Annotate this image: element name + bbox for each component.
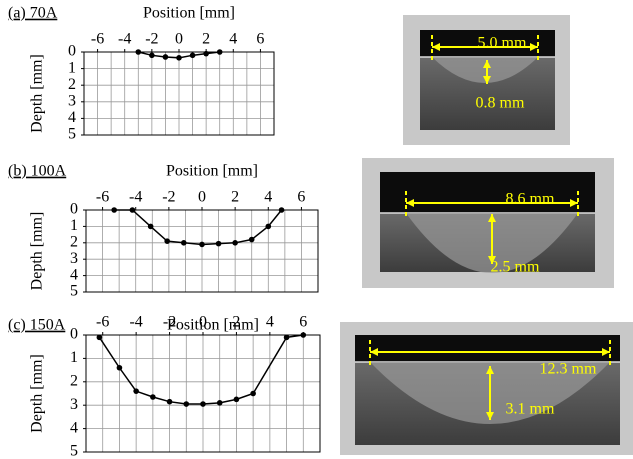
panel-title: (c) 150A [8,317,66,334]
x-axis-label: Position [mm] [166,163,258,180]
data-point [283,334,290,341]
x-tick-label: 4 [229,31,237,48]
y-tick-label: 0 [70,201,78,218]
data-point [133,388,139,394]
arrow [483,60,491,84]
x-tick-label: -4 [129,314,142,331]
data-point [248,236,255,243]
x-tick-label: 0 [199,314,207,331]
data-point [189,52,196,59]
panel-title: (a) 70A [8,5,58,22]
data-point [216,49,223,55]
x-tick-label: 0 [198,189,206,206]
y-tick-label: 2 [70,233,78,250]
width-label: 8.6 mm [506,191,555,208]
x-tick-label: -4 [118,31,131,48]
x-tick-label: -2 [145,31,158,48]
data-point [164,238,170,244]
data-point [129,207,136,213]
y-axis-label: Depth [mm] [29,354,46,433]
x-tick-label: -4 [129,189,142,206]
y-tick-label: 3 [70,396,78,413]
x-tick-label: 2 [202,31,210,48]
y-tick-label: 2 [70,372,78,389]
x-tick-label: -6 [96,189,109,206]
data-point [147,223,154,230]
y-tick-label: 5 [70,443,78,459]
width-label: 12.3 mm [540,361,597,378]
data-point [162,54,169,60]
y-tick-label: 1 [70,349,78,366]
x-tick-label: 2 [231,189,239,206]
y-tick-label: 0 [68,43,76,60]
data-point [233,396,240,403]
data-point [232,240,238,246]
weld-bead [432,57,538,83]
data-point [166,398,173,405]
y-tick-label: 3 [68,92,76,109]
data-point [265,223,272,230]
data-point [216,400,223,406]
x-tick-label: -6 [96,314,109,331]
y-tick-label: 1 [70,217,78,234]
x-tick-label: -2 [162,189,175,206]
y-tick-label: 3 [70,250,78,267]
depth-line [98,334,304,405]
y-axis-label: Depth [mm] [29,54,46,133]
y-tick-label: 4 [68,109,76,126]
data-point [183,401,190,407]
depth-label: 2.5 mm [491,259,540,276]
y-tick-label: 4 [70,419,78,436]
data-point [135,49,142,55]
data-point [200,401,206,407]
data-point [199,241,205,248]
x-tick-label: 2 [232,314,240,331]
y-tick-label: 4 [70,266,78,283]
x-tick-label: -2 [163,314,176,331]
data-point [116,364,123,371]
x-tick-label: 6 [299,314,307,331]
x-axis-label: Position [mm] [167,317,259,334]
data-point [300,332,307,338]
data-point [149,52,155,59]
data-point [180,240,187,246]
depth-label: 0.8 mm [476,95,525,112]
data-point [111,207,117,213]
y-tick-label: 1 [68,59,76,76]
y-tick-label: 2 [68,76,76,93]
x-tick-label: 6 [256,31,264,48]
depth-label: 3.1 mm [506,401,555,418]
y-axis-label: Depth [mm] [29,212,46,291]
data-point [150,394,156,400]
data-point [215,240,222,247]
width-label: 5.0 mm [478,35,527,52]
x-tick-label: -6 [91,31,104,48]
x-tick-label: 4 [264,189,272,206]
y-tick-label: 0 [70,326,78,343]
x-tick-label: 4 [266,314,274,331]
data-point [96,334,103,341]
data-point [278,207,285,213]
panel-title: (b) 100A [8,163,67,180]
y-tick-label: 5 [68,126,76,143]
data-point [250,390,256,397]
x-tick-label: 0 [175,31,183,48]
x-tick-label: 6 [297,189,305,206]
data-point [176,55,182,61]
x-axis-label: Position [mm] [143,5,235,22]
data-point [203,50,209,57]
depth-line [114,209,283,246]
y-tick-label: 5 [70,283,78,300]
